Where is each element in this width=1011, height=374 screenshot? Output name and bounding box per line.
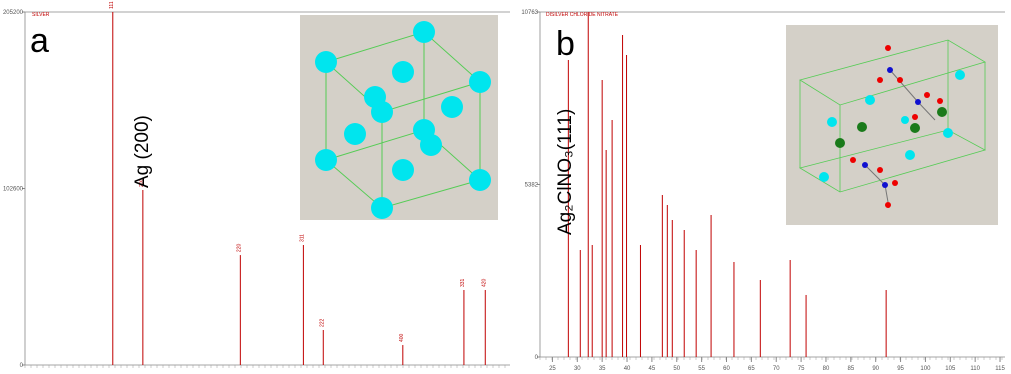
peak-label: 222 [319,318,325,327]
x-tick-label: 95 [897,366,904,372]
x-tick-label: 30 [574,366,581,372]
panel-label: a [30,22,49,60]
crystal-inset-a [300,15,498,220]
crystal-inset-b [786,25,998,225]
annotation: Ag (200) [132,115,153,188]
x-tick-label: 25 [549,366,556,372]
panel-label: b [556,25,575,63]
peak-label: 331 [460,278,466,287]
y-tick-label: 0 [535,355,539,361]
x-tick-label: 65 [748,366,755,372]
x-tick-label: 50 [673,366,680,372]
y-tick-label: 5382 [525,182,539,188]
peak-label: 111 [109,1,115,9]
x-tick-label: 85 [847,366,854,372]
legend: SILVER [32,12,50,18]
y-tick-label: 205200 [3,10,24,16]
annotation: Ag₂ClNO₃(111) [555,109,576,235]
x-tick-label: 70 [773,366,780,372]
x-tick-label: 60 [723,366,730,372]
peak-label: 220 [236,244,242,253]
y-tick-label: 102600 [3,187,24,193]
y-tick-label: 0 [20,363,24,369]
x-tick-label: 110 [970,366,980,372]
x-tick-label: 45 [649,366,656,372]
x-tick-label: 100 [920,366,931,372]
x-tick-label: 115 [995,366,1005,372]
x-tick-label: 80 [823,366,830,372]
x-tick-label: 35 [599,366,606,372]
figure: 0 5382 10763 25 30 35 40 45 50 55 60 65 70 75 80 85 90 95… [0,0,1011,374]
peak-label: 311 [299,234,305,242]
x-tick-label: 90 [872,366,879,372]
peak-label: 420 [481,278,487,287]
x-tick-label: 40 [624,366,631,372]
x-tick-label: 75 [798,366,805,372]
x-tick-label: 55 [698,366,705,372]
x-tick-label: 105 [945,366,956,372]
y-tick-label: 10763 [521,10,538,16]
legend: DISILVER CHLORIDE NITRATE [546,12,619,18]
peak-label: 400 [399,333,405,342]
